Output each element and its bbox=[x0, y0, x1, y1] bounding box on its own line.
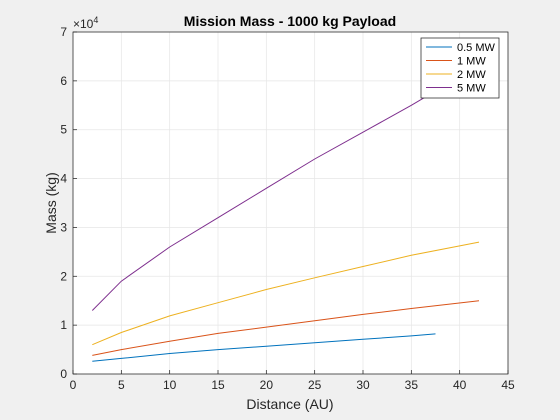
series-line bbox=[92, 333, 436, 362]
y-tick-label: 4 bbox=[60, 172, 67, 186]
y-tick-label: 3 bbox=[60, 220, 67, 234]
x-tick-label: 5 bbox=[118, 378, 125, 392]
x-tick-label: 0 bbox=[70, 378, 77, 392]
legend-label: 0.5 MW bbox=[457, 42, 496, 54]
legend-label: 2 MW bbox=[457, 69, 486, 81]
legend: 0.5 MW 1 MW2 MW 5 MW bbox=[420, 37, 500, 99]
x-tick-label: 25 bbox=[308, 378, 322, 392]
y-axis-exponent: ×104 bbox=[73, 15, 98, 31]
y-tick-label: 1 bbox=[60, 318, 67, 332]
y-axis-label: Mass (kg) bbox=[43, 172, 59, 233]
x-tick-label: 45 bbox=[501, 378, 515, 392]
y-exponent-base: ×10 bbox=[73, 17, 94, 31]
y-tick-label: 6 bbox=[60, 74, 67, 88]
x-tick-label: 35 bbox=[405, 378, 419, 392]
y-tick-label: 7 bbox=[60, 25, 67, 39]
y-tick-label: 0 bbox=[60, 367, 67, 381]
x-tick-label: 15 bbox=[211, 378, 225, 392]
y-tick-label: 5 bbox=[60, 123, 67, 137]
y-tick-label: 2 bbox=[60, 269, 67, 283]
series-line bbox=[92, 241, 480, 346]
legend-label: 5 MW bbox=[457, 83, 486, 95]
x-tick-label: 20 bbox=[260, 378, 274, 392]
series-lines bbox=[91, 87, 480, 362]
legend-label: 1 MW bbox=[457, 56, 486, 68]
x-axis-label: Distance (AU) bbox=[246, 396, 333, 412]
chart-title: Mission Mass - 1000 kg Payload bbox=[184, 13, 396, 29]
x-tick-label: 30 bbox=[356, 378, 370, 392]
y-exponent-power: 4 bbox=[93, 15, 98, 25]
x-tick-label: 40 bbox=[453, 378, 467, 392]
axes-box bbox=[72, 31, 509, 375]
x-tick-label: 10 bbox=[163, 378, 177, 392]
series-line bbox=[91, 87, 441, 311]
series-line bbox=[92, 300, 480, 356]
